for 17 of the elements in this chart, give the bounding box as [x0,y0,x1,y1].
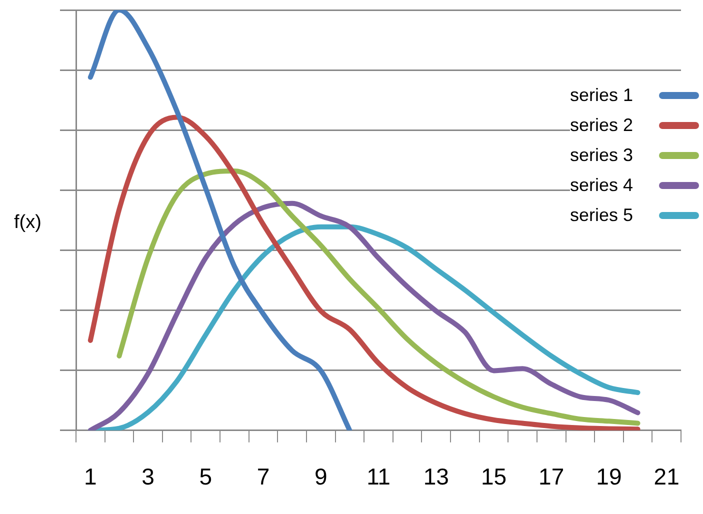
x-tick-label: 3 [142,464,154,490]
x-tick-label: 17 [538,464,564,490]
x-tick-label: 11 [366,464,390,490]
x-tick-label: 15 [480,464,507,490]
x-tick-label: 5 [199,464,212,490]
x-tick-label: 21 [654,464,680,490]
x-tick-label: 1 [84,464,97,490]
legend-label: series 1 [570,84,633,106]
x-tick-label: 13 [423,464,449,490]
legend-label: series 5 [570,204,633,226]
legend-label: series 3 [570,144,633,166]
legend-label: series 4 [570,174,633,196]
x-tick-label: 19 [596,464,622,490]
y-axis-title: f(x) [14,212,42,234]
x-tick-label: 7 [256,464,270,490]
x-tick-label: 9 [314,464,328,490]
legend-label: series 2 [570,114,633,136]
